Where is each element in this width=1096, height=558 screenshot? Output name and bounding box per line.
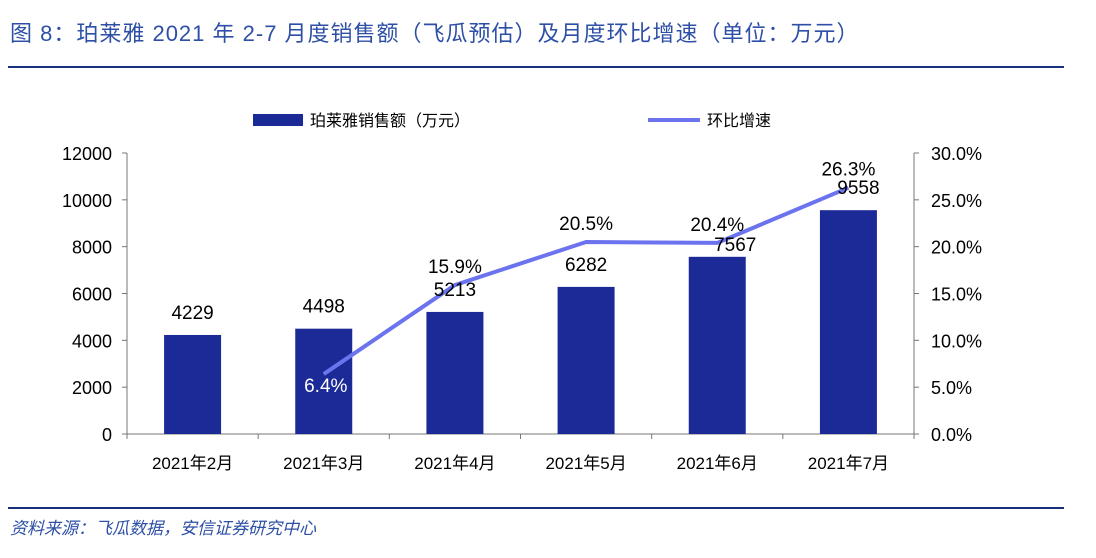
legend-line-label: 环比增速 bbox=[707, 112, 771, 130]
right-tick-label: 25.0% bbox=[931, 191, 982, 211]
right-tick-label: 30.0% bbox=[931, 144, 982, 164]
x-tick-label: 2021年7月 bbox=[808, 454, 889, 473]
right-tick-label: 5.0% bbox=[931, 378, 972, 398]
bar-2021年2月 bbox=[164, 334, 222, 434]
line-value-label: 15.9% bbox=[428, 257, 482, 278]
bar-value-label: 9558 bbox=[837, 178, 879, 199]
bar-2021年5月 bbox=[557, 286, 615, 434]
bar-value-label: 6282 bbox=[565, 255, 607, 276]
line-value-label: 26.3% bbox=[821, 160, 875, 181]
left-tick-label: 0 bbox=[102, 425, 112, 445]
top-rule bbox=[8, 66, 1064, 68]
bar-2021年7月 bbox=[819, 210, 877, 434]
left-tick-label: 12000 bbox=[62, 144, 112, 164]
line-value-label: 20.4% bbox=[690, 215, 744, 236]
line-value-label: 6.4% bbox=[304, 376, 347, 397]
right-tick-label: 0.0% bbox=[931, 425, 972, 445]
legend-bar-label: 珀莱雅销售额（万元） bbox=[310, 112, 470, 130]
x-tick-label: 2021年2月 bbox=[152, 454, 233, 473]
line-value-label: 20.5% bbox=[559, 214, 613, 235]
bar-2021年4月 bbox=[426, 311, 484, 434]
left-tick-label: 10000 bbox=[62, 191, 112, 211]
x-tick-label: 2021年5月 bbox=[545, 454, 626, 473]
x-tick-label: 2021年3月 bbox=[283, 454, 364, 473]
left-tick-label: 4000 bbox=[72, 331, 112, 351]
right-tick-label: 20.0% bbox=[931, 238, 982, 258]
bar-2021年3月 bbox=[295, 328, 353, 434]
bar-value-label: 7567 bbox=[714, 235, 756, 256]
bar-value-label: 5213 bbox=[434, 280, 476, 301]
bar-value-label: 4229 bbox=[171, 303, 213, 324]
figure-title: 图 8：珀莱雅 2021 年 2-7 月度销售额（飞瓜预估）及月度环比增速（单位… bbox=[10, 21, 860, 46]
legend-bar-swatch bbox=[253, 114, 303, 126]
bar-2021年6月 bbox=[688, 256, 746, 434]
left-tick-label: 2000 bbox=[72, 378, 112, 398]
bottom-rule bbox=[8, 507, 1064, 509]
x-tick-label: 2021年6月 bbox=[677, 454, 758, 473]
right-tick-label: 15.0% bbox=[931, 285, 982, 305]
right-tick-label: 10.0% bbox=[931, 331, 982, 351]
source-note: 资料来源：飞瓜数据，安信证券研究中心 bbox=[10, 519, 316, 539]
growth-line bbox=[322, 185, 850, 376]
left-tick-label: 8000 bbox=[72, 238, 112, 258]
left-tick-label: 6000 bbox=[72, 285, 112, 305]
x-tick-label: 2021年4月 bbox=[414, 454, 495, 473]
bar-value-label: 4498 bbox=[303, 297, 345, 318]
